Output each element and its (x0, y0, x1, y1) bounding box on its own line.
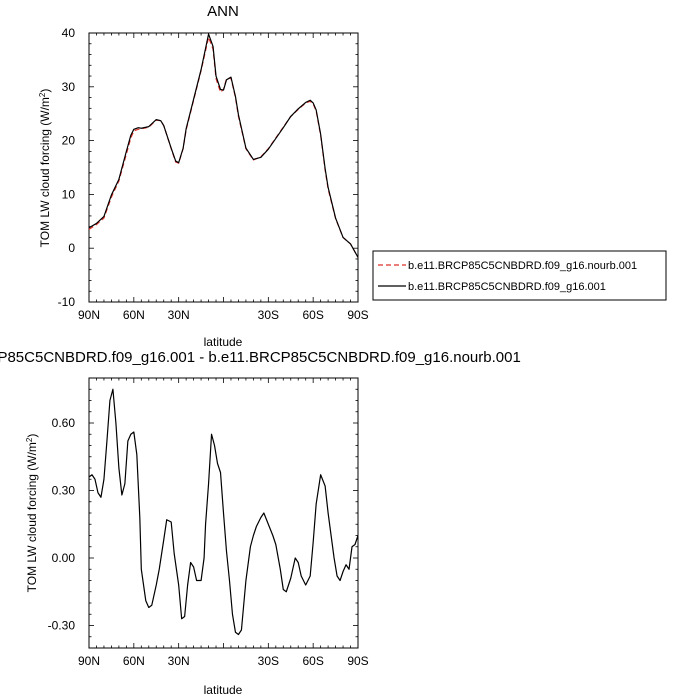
bottom-y-tick-label: -0.30 (48, 619, 76, 633)
top-y-tick-label: 10 (62, 187, 76, 201)
bottom-x-tick-label: 60S (302, 654, 323, 668)
top-y-tick-label: 0 (68, 241, 75, 255)
bottom-x-tick-label: 90S (347, 654, 368, 668)
bottom-title: b.e11.BRCP85C5CNBDRD.f09_g16.001 - b.e11… (0, 349, 521, 366)
top-series (88, 33, 359, 258)
bottom-x-tick-label: 30S (258, 654, 279, 668)
top-panel: ANN 90N 60N 30N 30S 60S 90S -10 0 10 20 30 40 latit… (38, 3, 369, 349)
top-y-tick-label: 40 (62, 26, 76, 40)
bottom-x-tick-label: 60N (123, 654, 145, 668)
top-x-tick-label: 90N (78, 308, 100, 322)
top-plot-frame (88, 32, 359, 303)
legend-label-control: b.e11.BRCP85C5CNBDRD.f09_g16.001 (408, 281, 606, 293)
bottom-y-tick-label: 0.30 (52, 484, 76, 498)
top-y-tick-label: 30 (62, 80, 76, 94)
top-y-axis-label: TOM LW cloud forcing (W/m2) (38, 89, 52, 248)
bottom-x-tick-label: 30N (168, 654, 190, 668)
bottom-x-tick-label: 90N (78, 654, 100, 668)
legend: b.e11.BRCP85C5CNBDRD.f09_g16.nourb.001 b… (372, 250, 667, 301)
top-y-tick-label: 20 (62, 134, 76, 148)
legend-label-nourb: b.e11.BRCP85C5CNBDRD.f09_g16.nourb.001 (408, 260, 637, 272)
top-y-tick-label: -10 (58, 295, 76, 309)
top-series-line-2 (88, 33, 359, 258)
bottom-x-axis-label: latitude (204, 683, 243, 697)
top-x-tick-label: 90S (347, 308, 368, 322)
legend-box (372, 250, 667, 301)
top-series-line-1 (88, 36, 359, 258)
bottom-panel: b.e11.BRCP85C5CNBDRD.f09_g16.001 - b.e11… (0, 349, 521, 697)
bottom-y-tick-label: 0.60 (52, 416, 76, 430)
top-x-tick-label: 30S (258, 308, 279, 322)
bottom-axes: 90N 60N 30N 30S 60S 90S -0.30 0.00 0.30 0.60 (48, 377, 369, 668)
top-title: ANN (207, 3, 239, 20)
top-x-axis-label: latitude (204, 335, 243, 349)
bottom-series (88, 388, 359, 636)
top-axes: 90N 60N 30N 30S 60S 90S -10 0 10 20 30 40 (58, 26, 369, 322)
bottom-series-line-1 (88, 388, 359, 636)
bottom-y-axis-label: TOM LW cloud forcing (W/m2) (25, 434, 39, 593)
top-x-tick-label: 60N (123, 308, 145, 322)
bottom-y-tick-label: 0.00 (52, 551, 76, 565)
top-x-tick-label: 30N (168, 308, 190, 322)
top-x-tick-label: 60S (302, 308, 323, 322)
